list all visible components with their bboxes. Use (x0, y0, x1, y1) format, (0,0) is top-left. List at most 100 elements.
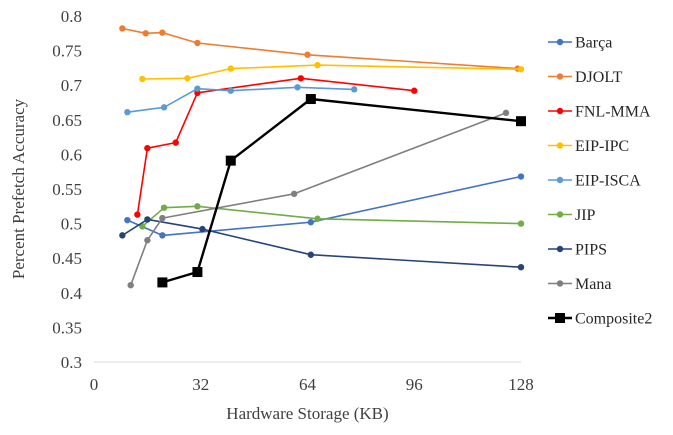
data-point (159, 214, 166, 222)
data-point (290, 190, 298, 198)
data-point (194, 39, 201, 47)
x-tick-label: 32 (192, 375, 209, 394)
data-point (134, 211, 141, 218)
legend-marker (556, 280, 564, 287)
data-point (307, 219, 315, 226)
series-layer (119, 25, 526, 289)
y-axis-ticks: 0.3 0.35 0.4 0.45 0.5 0.55 0.6 0.65 0.7 0.75 0.8 (52, 7, 82, 372)
data-point (160, 204, 168, 211)
legend: Barça DJOLT FNL-MMA EIP-IPC EIP-ISCA JIP PIPS M… (548, 35, 652, 328)
legend-marker (556, 245, 564, 253)
legend-item: EIP-ISCA (548, 173, 641, 190)
data-point (139, 75, 146, 83)
data-point (225, 155, 236, 166)
legend-item: Mana (548, 276, 611, 293)
data-point (144, 237, 151, 244)
legend-label: JIP (575, 207, 596, 224)
series-line (141, 205, 522, 228)
series-djolt (119, 25, 521, 72)
series-line (121, 218, 522, 268)
data-point (119, 25, 126, 32)
legend-item: DJOLT (548, 69, 623, 86)
series-eip-ipc (139, 61, 525, 83)
data-point (194, 203, 201, 210)
y-tick-label: 0.65 (52, 111, 82, 130)
legend-item: PIPS (548, 242, 607, 259)
data-point (297, 75, 305, 82)
data-point (144, 144, 151, 152)
legend-label: Barça (575, 35, 612, 52)
legend-label: EIP-IPC (575, 138, 629, 155)
legend-item: JIP (548, 207, 596, 224)
y-tick-label: 0.35 (52, 318, 82, 337)
series-line (136, 77, 415, 215)
data-point (517, 220, 525, 227)
y-tick-label: 0.3 (61, 353, 82, 372)
legend-marker (556, 38, 564, 46)
series-mana (127, 109, 510, 289)
data-point (304, 51, 311, 58)
series-pips (119, 216, 525, 271)
legend-label: Mana (575, 276, 611, 293)
legend-item: Composite2 (548, 311, 652, 328)
x-tick-label: 0 (90, 375, 99, 394)
data-point (199, 225, 206, 233)
data-point (502, 109, 510, 117)
y-tick-label: 0.55 (52, 180, 82, 199)
data-point (127, 281, 134, 289)
data-point (124, 108, 131, 116)
series-eip-isca (124, 84, 358, 116)
data-point (194, 85, 201, 92)
data-point (411, 87, 418, 94)
y-axis-title: Percent Prefetch Accuracy (9, 98, 28, 279)
legend-item: FNL-MMA (548, 104, 651, 121)
data-point (314, 61, 321, 69)
data-point (305, 94, 316, 105)
legend-marker (556, 107, 564, 115)
series-jip (139, 203, 525, 230)
y-tick-label: 0.6 (61, 145, 82, 164)
legend-label: DJOLT (575, 69, 623, 86)
legend-marker (555, 313, 565, 323)
legend-marker (556, 176, 564, 184)
y-tick-label: 0.4 (61, 284, 83, 303)
data-point (517, 66, 525, 73)
data-point (314, 215, 321, 222)
data-point (119, 232, 126, 239)
data-point (516, 116, 526, 127)
x-axis-title: Hardware Storage (KB) (226, 404, 388, 423)
y-tick-label: 0.7 (61, 76, 83, 95)
data-point (307, 251, 315, 258)
y-tick-label: 0.5 (61, 215, 82, 234)
x-tick-label: 128 (508, 375, 534, 394)
data-point (144, 216, 151, 223)
legend-marker (556, 142, 564, 149)
legend-item: EIP-IPC (548, 138, 629, 155)
data-point (517, 173, 525, 180)
data-point (351, 86, 358, 93)
data-point (294, 84, 301, 91)
x-axis-ticks: 0 32 64 96 128 (90, 375, 534, 394)
x-tick-label: 64 (299, 375, 317, 394)
data-point (142, 30, 149, 37)
legend-label: FNL-MMA (575, 104, 651, 121)
data-point (227, 65, 234, 72)
data-point (184, 75, 191, 82)
data-point (159, 29, 166, 36)
legend-marker (556, 73, 564, 80)
series-composite2 (157, 94, 526, 288)
data-point (157, 277, 168, 288)
series-line (122, 27, 518, 70)
y-tick-label: 0.45 (52, 249, 82, 268)
y-tick-label: 0.8 (61, 7, 82, 26)
data-point (160, 104, 168, 111)
series-fnl-mma (134, 75, 418, 218)
data-point (139, 223, 146, 230)
legend-label: PIPS (575, 242, 607, 259)
legend-item: Barça (548, 35, 612, 52)
legend-label: Composite2 (575, 311, 652, 328)
series-line (129, 112, 507, 286)
series-line (162, 97, 522, 284)
